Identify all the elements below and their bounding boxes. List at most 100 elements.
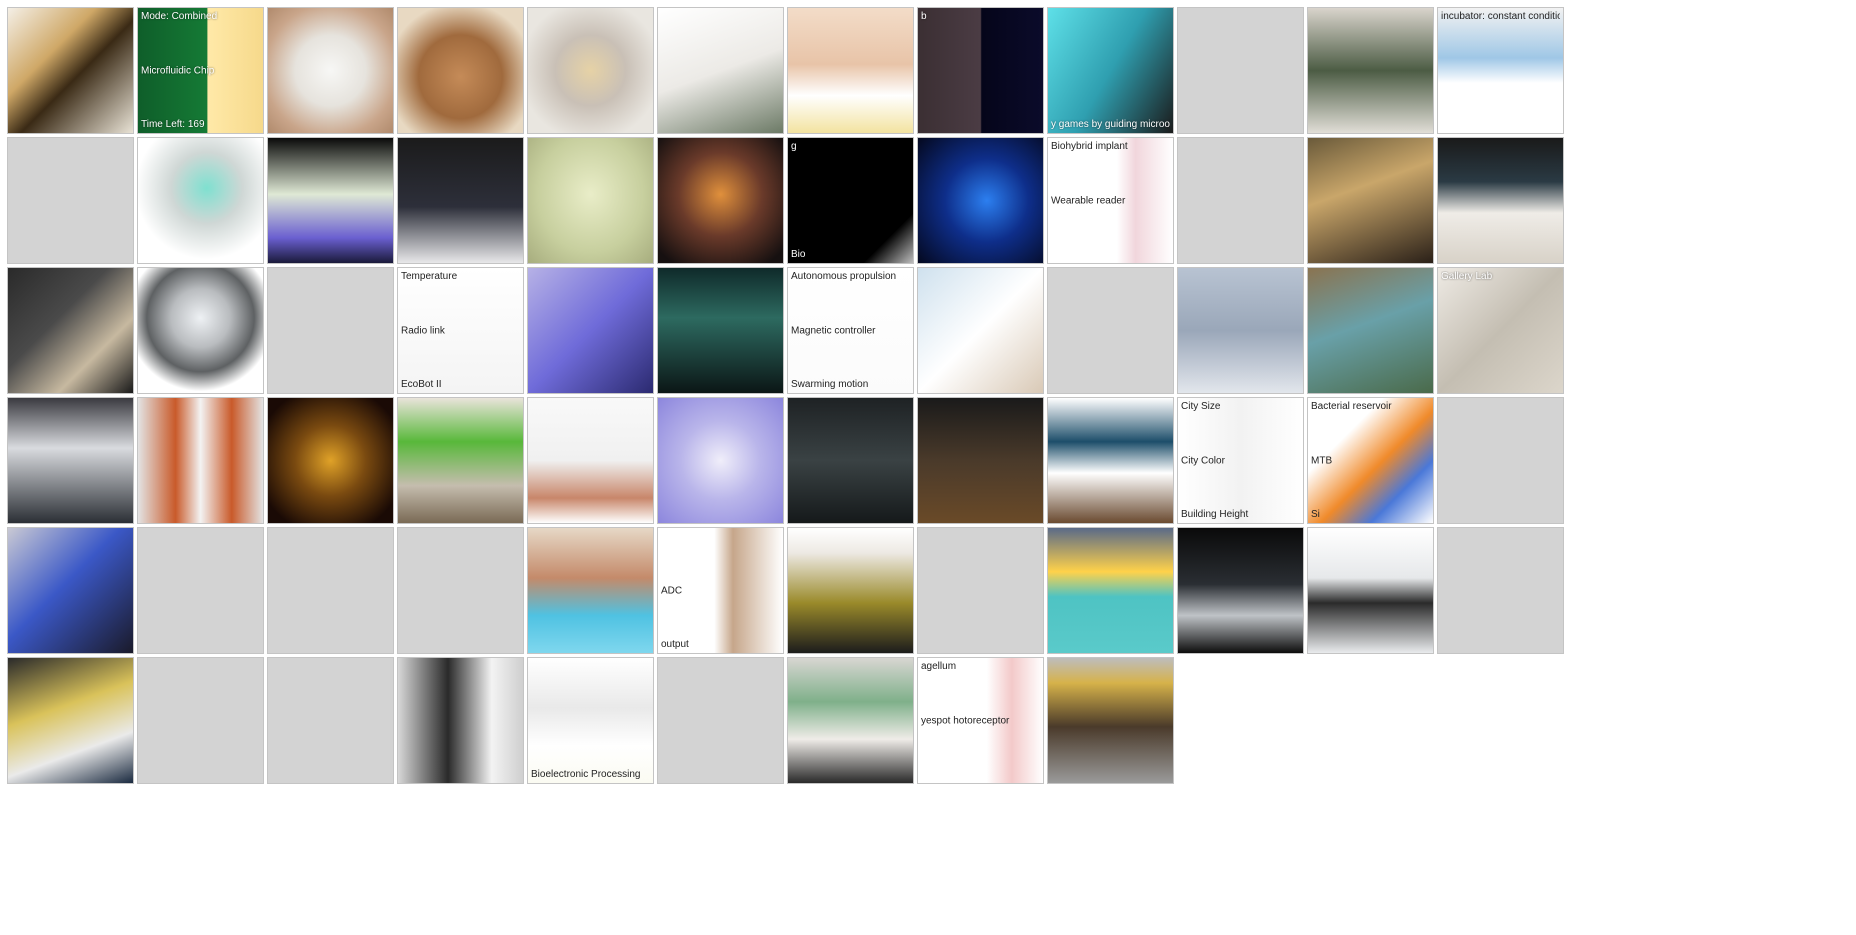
placeholder-tile[interactable] [397,527,524,654]
photo-thumbnail[interactable] [397,657,524,784]
figure-thumbnail[interactable]: y games by guiding microorganisms [1047,7,1174,134]
placeholder-tile[interactable] [137,527,264,654]
photo-thumbnail[interactable] [7,7,134,134]
placeholder-tile[interactable] [267,267,394,394]
thumbnail-caption: b [921,11,1040,22]
thumbnail-caption: Wearable reader [1051,195,1170,206]
thumbnail-caption: EcoBot II [401,379,520,390]
thumbnail-caption: ADC [661,585,780,596]
photo-thumbnail[interactable] [527,7,654,134]
photo-thumbnail[interactable] [1307,267,1434,394]
thumbnail-caption: yespot hotoreceptor [921,715,1040,726]
thumbnail-caption: Bioelectronic Processing [531,769,650,780]
thumbnail-caption: City Size [1181,401,1300,412]
thumbnail-caption: y games by guiding microorganisms [1051,119,1170,130]
thumbnail-caption: Si [1311,509,1430,520]
thumbnail-caption: City Color [1181,455,1300,466]
thumbnail-caption: MTB [1311,455,1430,466]
empty-grid-slot [1437,657,1564,784]
figure-thumbnail[interactable]: agellum yespot hotoreceptor [917,657,1044,784]
figure-thumbnail[interactable]: Autonomous propulsion Magnetic controller… [787,267,914,394]
figure-thumbnail[interactable]: b [917,7,1044,134]
thumbnail-caption: Gallery Lab [1441,271,1560,282]
thumbnail-caption: agellum [921,661,1040,672]
placeholder-tile[interactable] [657,657,784,784]
photo-thumbnail[interactable] [787,657,914,784]
thumbnail-caption: Radio link [401,325,520,336]
photo-thumbnail[interactable] [137,267,264,394]
photo-thumbnail[interactable] [1177,527,1304,654]
thumbnail-caption: Time Left: 169 [141,119,260,130]
photo-thumbnail[interactable] [1307,527,1434,654]
placeholder-tile[interactable] [1437,397,1564,524]
thumbnail-caption: Magnetic controller [791,325,910,336]
thumbnail-caption: Temperature [401,271,520,282]
figure-thumbnail[interactable] [1047,527,1174,654]
photo-thumbnail[interactable] [267,137,394,264]
photo-thumbnail[interactable] [137,137,264,264]
figure-thumbnail[interactable]: City Size City Color Building Height [1177,397,1304,524]
photo-thumbnail[interactable] [1177,267,1304,394]
photo-thumbnail[interactable] [527,527,654,654]
figure-thumbnail[interactable] [137,397,264,524]
photo-thumbnail[interactable] [1307,7,1434,134]
photo-thumbnail[interactable] [267,7,394,134]
photo-thumbnail[interactable] [917,137,1044,264]
thumbnail-caption: Biohybrid implant [1051,141,1170,152]
photo-thumbnail[interactable] [1437,137,1564,264]
photo-thumbnail[interactable] [7,527,134,654]
photo-thumbnail[interactable] [7,267,134,394]
thumbnail-caption: Bio [791,249,910,260]
placeholder-tile[interactable] [1437,527,1564,654]
photo-thumbnail[interactable] [397,397,524,524]
placeholder-tile[interactable] [917,527,1044,654]
empty-grid-slot [1307,657,1434,784]
photo-thumbnail[interactable]: Gallery Lab [1437,267,1564,394]
photo-thumbnail[interactable] [267,397,394,524]
thumbnail-caption: output [661,639,780,650]
photo-thumbnail[interactable] [787,527,914,654]
empty-grid-slot [1177,657,1304,784]
thumbnail-caption: Swarming motion [791,379,910,390]
photo-thumbnail[interactable] [7,657,134,784]
photo-thumbnail[interactable] [657,7,784,134]
figure-thumbnail[interactable]: Bacterial reservoir MTB Si [1307,397,1434,524]
placeholder-tile[interactable] [267,657,394,784]
figure-thumbnail[interactable]: Biohybrid implant Wearable reader [1047,137,1174,264]
figure-thumbnail[interactable]: incubator: constant conditions [1437,7,1564,134]
photo-thumbnail[interactable] [397,7,524,134]
photo-thumbnail[interactable] [527,137,654,264]
placeholder-tile[interactable] [1177,137,1304,264]
photo-thumbnail[interactable] [1307,137,1434,264]
photo-thumbnail[interactable] [917,397,1044,524]
figure-thumbnail[interactable] [917,267,1044,394]
photo-thumbnail[interactable] [787,7,914,134]
placeholder-tile[interactable] [137,657,264,784]
placeholder-tile[interactable] [267,527,394,654]
placeholder-tile[interactable] [7,137,134,264]
figure-thumbnail[interactable]: ADC output [657,527,784,654]
thumbnail-caption: Building Height [1181,509,1300,520]
figure-thumbnail[interactable]: Bioelectronic Processing [527,657,654,784]
image-gallery-grid: Mode: Combined Microfluidic Chip Time Left… [7,7,1564,784]
thumbnail-caption: Mode: Combined [141,11,260,22]
photo-thumbnail[interactable] [657,137,784,264]
figure-thumbnail[interactable]: g Bio [787,137,914,264]
photo-thumbnail[interactable] [1047,657,1174,784]
thumbnail-caption: incubator: constant conditions [1441,11,1560,22]
photo-thumbnail[interactable] [787,397,914,524]
placeholder-tile[interactable] [1047,267,1174,394]
thumbnail-caption: g [791,141,910,152]
figure-thumbnail[interactable]: Temperature Radio link EcoBot II [397,267,524,394]
photo-thumbnail[interactable] [7,397,134,524]
photo-thumbnail[interactable] [657,397,784,524]
thumbnail-caption: Autonomous propulsion [791,271,910,282]
photo-thumbnail[interactable] [657,267,784,394]
figure-thumbnail[interactable]: Mode: Combined Microfluidic Chip Time Left… [137,7,264,134]
photo-thumbnail[interactable] [527,267,654,394]
photo-thumbnail[interactable] [1047,397,1174,524]
placeholder-tile[interactable] [1177,7,1304,134]
photo-thumbnail[interactable] [397,137,524,264]
thumbnail-caption: Bacterial reservoir [1311,401,1430,412]
photo-thumbnail[interactable] [527,397,654,524]
